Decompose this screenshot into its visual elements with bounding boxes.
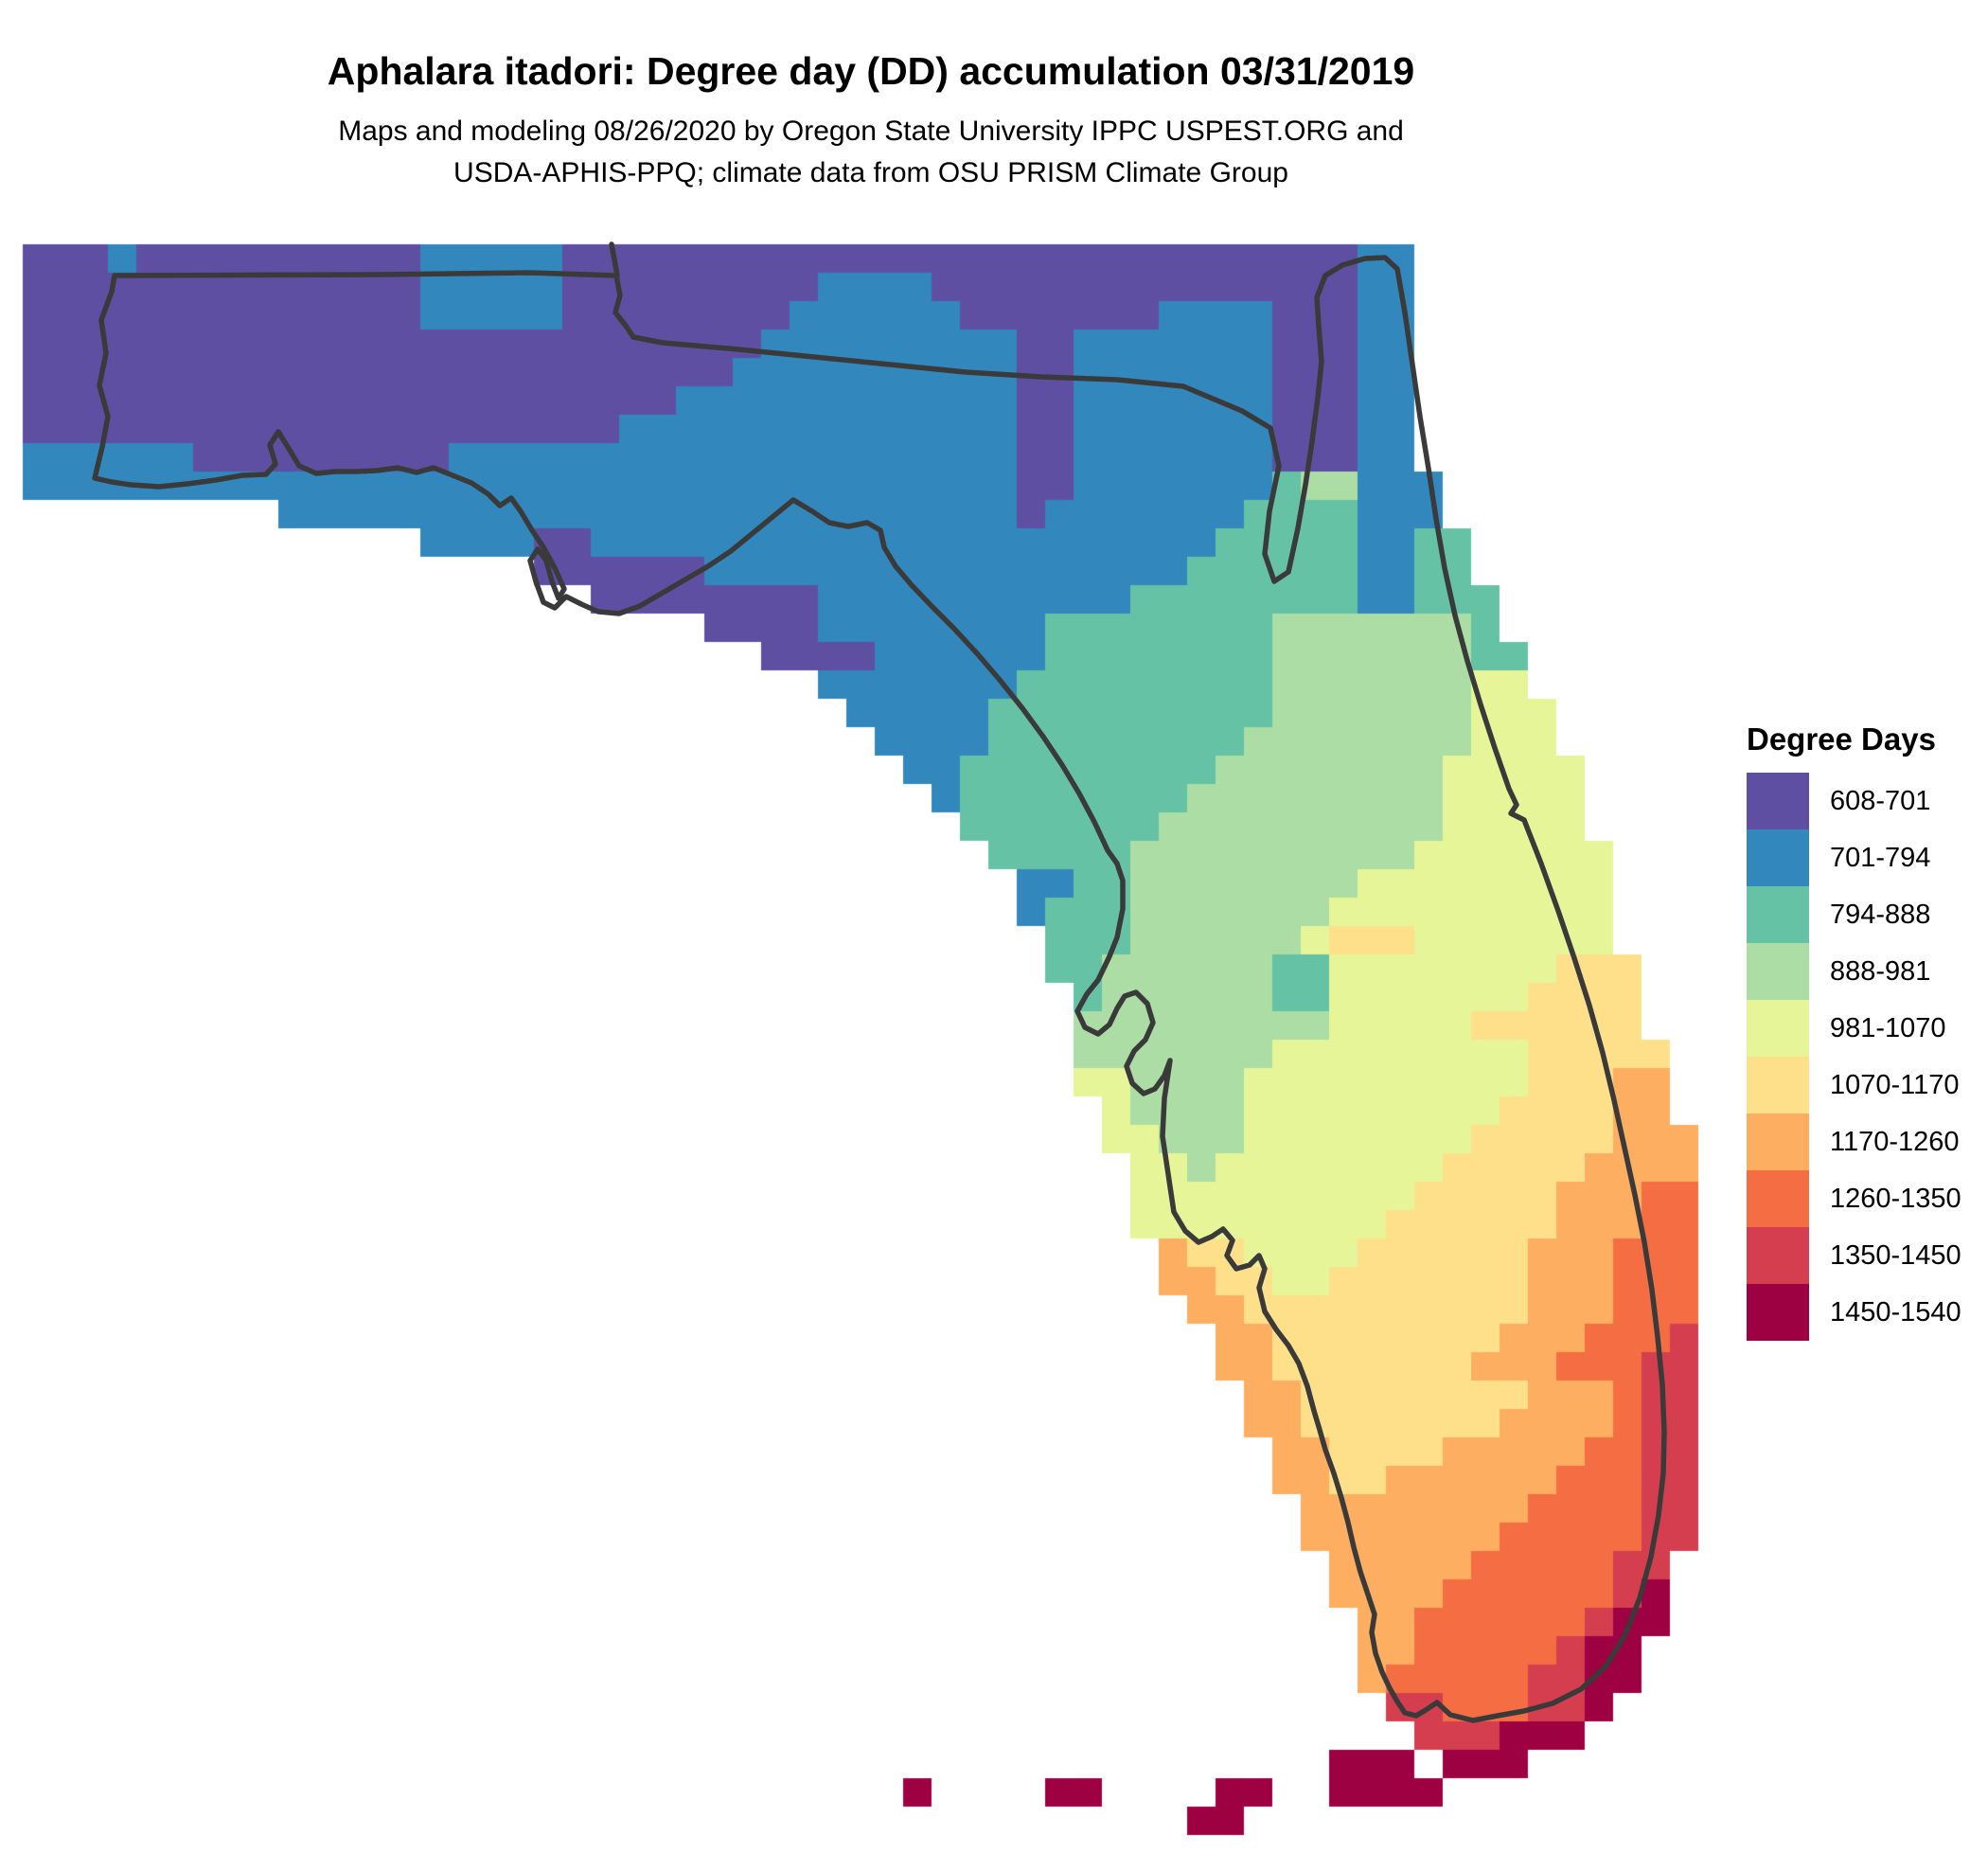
legend-label: 701-794 xyxy=(1830,842,1931,873)
legend-swatch xyxy=(1747,773,1809,829)
legend-label: 1350-1450 xyxy=(1830,1239,1961,1271)
legend: Degree Days 608-701 701-794 794-888 888-981… xyxy=(1747,722,1983,1341)
map-header: Aphalara itadori: Degree day (DD) accumu… xyxy=(0,49,1742,194)
legend-swatch xyxy=(1747,1114,1809,1170)
legend-label: 794-888 xyxy=(1830,899,1931,930)
legend-swatch xyxy=(1747,1000,1809,1057)
legend-entry: 701-794 xyxy=(1747,829,1983,886)
legend-swatch xyxy=(1747,886,1809,943)
legend-entry: 1350-1450 xyxy=(1747,1227,1983,1284)
map-subtitle: Maps and modeling 08/26/2020 by Oregon S… xyxy=(0,111,1742,194)
map-subtitle-line1: Maps and modeling 08/26/2020 by Oregon S… xyxy=(338,116,1404,147)
legend-label: 1170-1260 xyxy=(1830,1126,1960,1157)
legend-entries: 608-701 701-794 794-888 888-981 981-1070 1070… xyxy=(1747,773,1983,1341)
legend-entry: 1070-1170 xyxy=(1747,1057,1983,1114)
legend-swatch xyxy=(1747,1227,1809,1284)
legend-label: 888-981 xyxy=(1830,955,1931,987)
legend-label: 608-701 xyxy=(1830,785,1931,816)
map-subtitle-line2: USDA-APHIS-PPQ; climate data from OSU PR… xyxy=(453,157,1288,188)
legend-swatch xyxy=(1747,943,1809,1000)
legend-entry: 981-1070 xyxy=(1747,1000,1983,1057)
legend-swatch xyxy=(1747,1284,1809,1341)
legend-label: 981-1070 xyxy=(1830,1012,1946,1043)
legend-label: 1070-1170 xyxy=(1830,1069,1960,1100)
legend-label: 1450-1540 xyxy=(1830,1296,1961,1328)
map-title: Aphalara itadori: Degree day (DD) accumu… xyxy=(327,49,1415,93)
legend-entry: 1170-1260 xyxy=(1747,1114,1983,1170)
legend-entry: 888-981 xyxy=(1747,943,1983,1000)
legend-entry: 1450-1540 xyxy=(1747,1284,1983,1341)
legend-entry: 1260-1350 xyxy=(1747,1170,1983,1227)
legend-entry: 608-701 xyxy=(1747,773,1983,829)
legend-label: 1260-1350 xyxy=(1830,1183,1961,1214)
legend-entry: 794-888 xyxy=(1747,886,1983,943)
legend-swatch xyxy=(1747,1057,1809,1114)
legend-swatch xyxy=(1747,829,1809,886)
legend-title: Degree Days xyxy=(1747,722,1936,757)
legend-swatch xyxy=(1747,1170,1809,1227)
